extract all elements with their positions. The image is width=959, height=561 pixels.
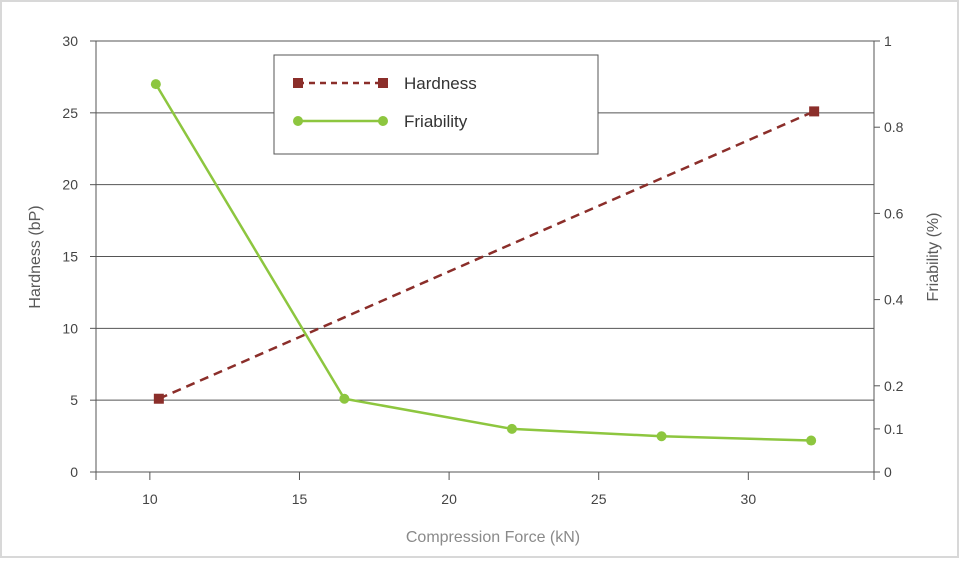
data-point-hardness <box>153 393 164 404</box>
y-tick-label: 25 <box>62 105 78 121</box>
x-tick-label: 25 <box>591 491 607 507</box>
data-point-friability <box>806 435 817 446</box>
legend-box <box>273 54 599 155</box>
y2-axis-title: Friability (%) <box>925 213 942 302</box>
legend-marker-friability <box>293 116 303 126</box>
legend-marker-hardness <box>293 78 303 88</box>
legend-label-hardness: Hardness <box>404 74 477 93</box>
y-tick-label: 30 <box>62 33 78 49</box>
legend-marker-hardness <box>378 78 388 88</box>
data-point-friability <box>656 431 667 442</box>
data-point-friability <box>150 79 161 90</box>
legend: Hardness Friability <box>273 54 599 155</box>
x-axis-title: Compression Force (kN) <box>406 529 580 546</box>
series-layer <box>150 79 820 446</box>
axes-layer: 0 5 10 15 20 25 30 0 0.1 0.2 0.4 0.6 0.8 1 10 15 20 25 30 <box>62 33 903 507</box>
data-point-friability <box>339 393 350 404</box>
y-tick-label: 0 <box>70 464 78 480</box>
legend-label-friability: Friability <box>404 112 468 131</box>
x-tick-label: 15 <box>292 491 308 507</box>
y2-tick-label: 0.1 <box>884 421 904 437</box>
x-tick-label: 20 <box>441 491 457 507</box>
y-tick-label: 20 <box>62 177 78 193</box>
y-tick-label: 15 <box>62 249 78 265</box>
y2-tick-label: 0.6 <box>884 205 904 221</box>
legend-marker-friability <box>378 116 388 126</box>
y2-tick-label: 0.8 <box>884 119 904 135</box>
y-axis-title: Hardness (bP) <box>27 205 44 308</box>
x-tick-label: 30 <box>741 491 757 507</box>
y2-tick-label: 1 <box>884 33 892 49</box>
data-point-hardness <box>809 106 820 117</box>
y2-tick-label: 0 <box>884 464 892 480</box>
y2-tick-label: 0.4 <box>884 292 904 308</box>
y-tick-label: 5 <box>70 392 78 408</box>
y2-tick-label: 0.2 <box>884 378 904 394</box>
data-point-friability <box>506 423 517 434</box>
x-tick-label: 10 <box>142 491 158 507</box>
y-tick-label: 10 <box>62 320 78 336</box>
